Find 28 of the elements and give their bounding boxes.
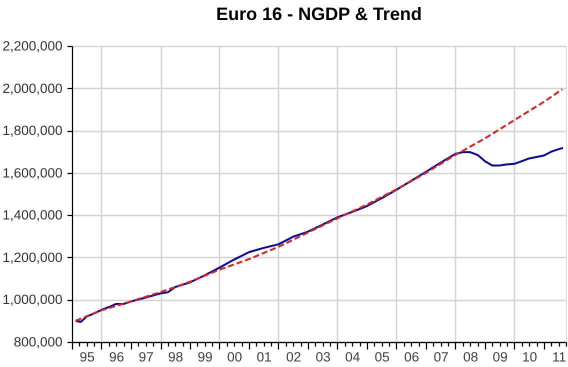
- y-tick-label: 1,800,000: [2, 123, 62, 138]
- x-tick-label: 96: [109, 350, 124, 364]
- x-tick-label: 08: [463, 350, 478, 364]
- y-tick-label: 2,000,000: [2, 80, 62, 96]
- y-tick-label: 800,000: [14, 334, 62, 350]
- y-tick-label: 1,200,000: [2, 250, 62, 265]
- y-tick-label: 2,200,000: [2, 38, 62, 54]
- x-tick-label: 04: [345, 350, 361, 364]
- line-series: [74, 146, 564, 323]
- x-tick-label: 95: [80, 350, 95, 364]
- x-tick-label: 09: [492, 350, 508, 364]
- x-tick-label: 11: [552, 350, 566, 364]
- x-tick-label: 00: [227, 350, 242, 364]
- x-tick-label: 98: [168, 350, 184, 364]
- y-tick-label: 1,000,000: [2, 292, 62, 308]
- x-tick-label: 01: [256, 350, 272, 364]
- x-tick-label: 05: [374, 350, 390, 364]
- x-tick-label: 97: [138, 350, 154, 364]
- line-series: [74, 88, 564, 322]
- x-tick-label: 02: [286, 350, 302, 364]
- x-tick-label: 99: [198, 350, 213, 364]
- x-tick-label: 03: [316, 350, 331, 364]
- y-tick-label: 1,600,000: [2, 165, 62, 180]
- x-tick-label: 10: [522, 350, 538, 364]
- x-tick-label: 07: [434, 350, 449, 364]
- x-tick-label: 06: [404, 350, 420, 364]
- y-tick-label: 1,400,000: [2, 208, 62, 223]
- chart-title: Euro 16 - NGDP & Trend: [216, 4, 422, 24]
